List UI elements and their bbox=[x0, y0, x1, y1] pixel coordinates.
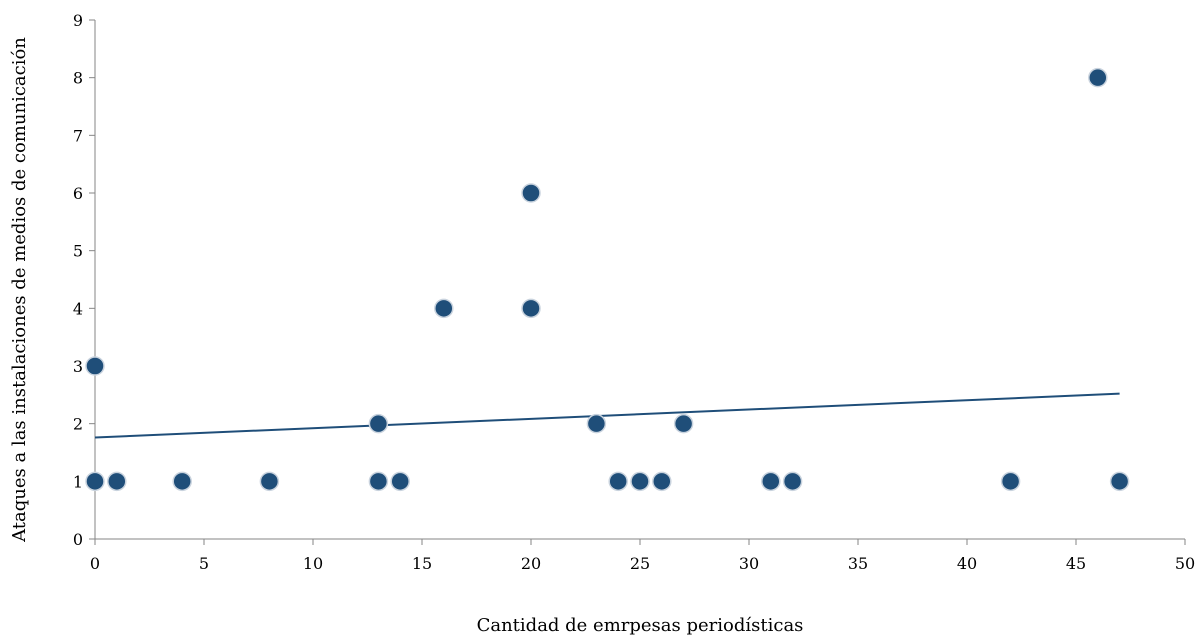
data-point bbox=[85, 471, 105, 492]
y-tick-label: 7 bbox=[73, 126, 83, 145]
trendline-group bbox=[94, 392, 1120, 439]
x-tick-label: 20 bbox=[521, 554, 541, 573]
data-point bbox=[259, 471, 280, 492]
y-tick-label: 4 bbox=[73, 299, 83, 318]
data-point bbox=[521, 183, 541, 203]
data-point bbox=[172, 471, 192, 492]
y-axis-title: Ataques a las instalaciones de medios de… bbox=[9, 37, 30, 543]
axes bbox=[94, 20, 1185, 540]
data-point bbox=[85, 356, 105, 376]
y-ticks: 0 1 2 3 4 5 6 7 8 9 bbox=[73, 11, 95, 549]
x-axis-title: Cantidad de emrpesas periodísticas bbox=[477, 615, 804, 635]
data-point bbox=[652, 471, 672, 492]
data-point bbox=[434, 298, 454, 319]
x-tick-label: 40 bbox=[957, 554, 977, 573]
x-tick-label: 5 bbox=[199, 554, 209, 573]
x-tick-label: 45 bbox=[1066, 554, 1086, 573]
y-tick-label: 3 bbox=[73, 357, 83, 376]
data-point bbox=[1088, 67, 1108, 88]
y-tick-label: 6 bbox=[73, 184, 83, 203]
data-points bbox=[85, 67, 1130, 492]
data-point bbox=[782, 471, 803, 492]
data-point bbox=[368, 413, 389, 434]
data-point bbox=[586, 413, 607, 434]
x-tick-label: 25 bbox=[630, 554, 650, 573]
data-point bbox=[761, 471, 781, 492]
x-tick-label: 50 bbox=[1175, 554, 1195, 573]
x-tick-label: 10 bbox=[303, 554, 323, 573]
x-ticks: 0 5 10 15 20 25 30 35 40 45 50 bbox=[90, 539, 1195, 573]
y-tick-label: 1 bbox=[73, 472, 83, 491]
data-point bbox=[608, 471, 628, 492]
data-point bbox=[1109, 471, 1130, 492]
y-tick-label: 0 bbox=[73, 530, 83, 549]
y-tick-label: 8 bbox=[73, 69, 83, 88]
data-point bbox=[1000, 471, 1021, 492]
x-tick-label: 35 bbox=[848, 554, 868, 573]
y-tick-label: 9 bbox=[73, 11, 83, 30]
x-tick-label: 15 bbox=[412, 554, 432, 573]
trendline bbox=[94, 392, 1120, 439]
x-tick-label: 30 bbox=[739, 554, 759, 573]
data-point bbox=[673, 413, 694, 434]
y-tick-label: 2 bbox=[73, 415, 83, 434]
data-point bbox=[368, 471, 389, 492]
data-point bbox=[521, 298, 541, 319]
data-point bbox=[630, 471, 650, 492]
data-point bbox=[390, 471, 410, 492]
y-tick-label: 5 bbox=[73, 242, 83, 261]
x-tick-label: 0 bbox=[90, 554, 100, 573]
data-point bbox=[107, 471, 127, 492]
